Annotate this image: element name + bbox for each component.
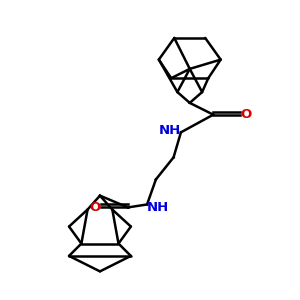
Text: NH: NH (159, 124, 181, 137)
Text: O: O (241, 108, 252, 121)
Text: O: O (89, 201, 100, 214)
Text: NH: NH (147, 201, 170, 214)
